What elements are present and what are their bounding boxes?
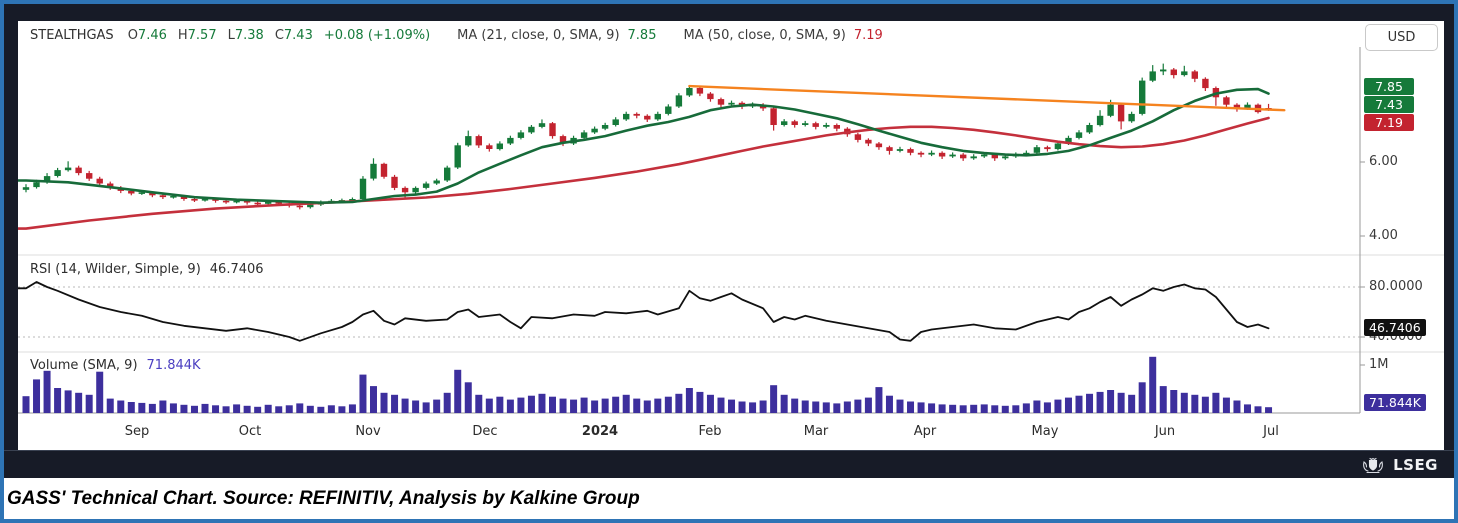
- high-value: H7.57: [177, 28, 217, 43]
- ma21-value: 7.85: [627, 28, 657, 43]
- x-axis-label: Feb: [698, 424, 721, 439]
- lseg-crest-icon: [1363, 457, 1383, 473]
- ma50-line: [18, 116, 1270, 230]
- volume-legend: Volume (SMA, 9) 71.844K: [30, 358, 201, 373]
- x-axis-label: Apr: [914, 424, 937, 439]
- x-axis-label: Jul: [1262, 424, 1279, 439]
- volume-bars: [22, 356, 1273, 413]
- lseg-logo-text: LSEG: [1393, 455, 1438, 474]
- price-legend: STEALTHGAS O7.46 H7.57 L7.38 C7.43 +0.08…: [30, 28, 910, 43]
- rsi-label: RSI (14, Wilder, Simple, 9): [30, 262, 201, 277]
- rsi-axis-badge: 46.7406: [1364, 319, 1426, 336]
- lseg-footer-bar: LSEG: [4, 450, 1454, 478]
- candles-layer: [22, 63, 1272, 210]
- ma50-value: 7.19: [853, 28, 883, 43]
- rsi-line: [18, 281, 1270, 342]
- chart-app-frame: Sep Oct Nov Dec 2024 Feb Mar Apr May Jun Jul STEAL…: [4, 4, 1454, 478]
- x-axis-label: Oct: [239, 424, 261, 439]
- x-axis-label: Nov: [355, 424, 381, 439]
- rsi-value: 46.7406: [209, 262, 264, 277]
- price-axis-gutter[interactable]: USD 7.85 7.43 7.19 6.00 4.00 80.0000 40.…: [1360, 21, 1444, 450]
- last-price-axis-badge: 7.43: [1364, 96, 1414, 113]
- x-axis-label: 2024: [582, 424, 618, 439]
- x-axis-label: Sep: [125, 424, 150, 439]
- ma50-label: MA (50, close, 0, SMA, 9): [683, 28, 846, 43]
- currency-button[interactable]: USD: [1365, 24, 1438, 51]
- ma21-label: MA (21, close, 0, SMA, 9): [457, 28, 620, 43]
- x-axis-label: May: [1032, 424, 1059, 439]
- volume-value: 71.844K: [146, 358, 201, 373]
- x-axis-label: Jun: [1154, 424, 1175, 439]
- chart-caption: GASS' Technical Chart. Source: REFINITIV…: [4, 478, 1454, 519]
- ma21-line: [18, 87, 1270, 204]
- price-change: +0.08 (+1.09%): [323, 28, 431, 43]
- rsi-guides: [18, 286, 1360, 338]
- volume-axis-badge: 71.844K: [1364, 394, 1426, 411]
- low-value: L7.38: [227, 28, 264, 43]
- x-axis-label: Dec: [472, 424, 497, 439]
- chart-area[interactable]: Sep Oct Nov Dec 2024 Feb Mar Apr May Jun Jul STEAL…: [18, 21, 1444, 450]
- volume-tick-1m: 1M: [1369, 357, 1389, 372]
- open-value: O7.46: [127, 28, 167, 43]
- close-value: C7.43: [274, 28, 313, 43]
- volume-label: Volume (SMA, 9): [30, 358, 138, 373]
- symbol-name: STEALTHGAS: [30, 28, 114, 43]
- x-axis-labels: Sep Oct Nov Dec 2024 Feb Mar Apr May Jun Jul: [125, 424, 1279, 439]
- price-tick-4: 4.00: [1369, 228, 1398, 243]
- ma50-axis-badge: 7.19: [1364, 114, 1414, 131]
- trendline[interactable]: [688, 84, 1286, 112]
- rsi-legend: RSI (14, Wilder, Simple, 9) 46.7406: [30, 262, 264, 277]
- chart-canvas[interactable]: Sep Oct Nov Dec 2024 Feb Mar Apr May Jun Jul: [18, 21, 1444, 450]
- price-tick-6: 6.00: [1369, 154, 1398, 169]
- x-axis-label: Mar: [804, 424, 829, 439]
- ma21-axis-badge: 7.85: [1364, 78, 1414, 95]
- rsi-tick-80: 80.0000: [1369, 279, 1423, 294]
